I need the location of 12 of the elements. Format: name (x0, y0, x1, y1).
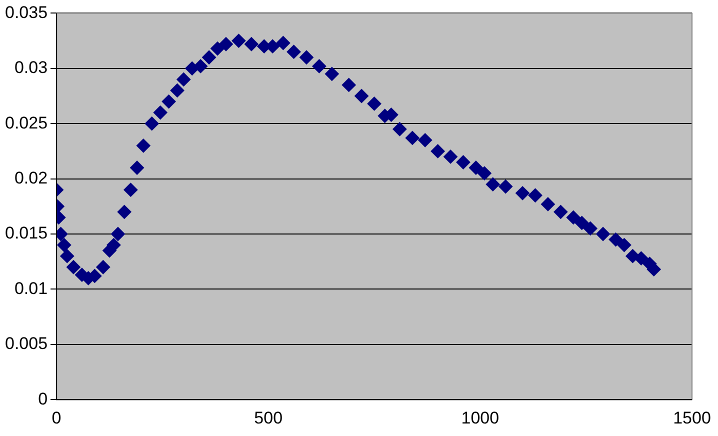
y-tick-label: 0.035 (4, 2, 48, 22)
y-tick-label: 0.03 (14, 58, 48, 78)
x-tick-label: 500 (254, 408, 283, 428)
y-tick-label: 0.005 (4, 334, 48, 354)
y-tick-label: 0.01 (14, 278, 48, 298)
x-tick-label: 0 (52, 408, 62, 428)
y-tick-label: 0.02 (14, 168, 48, 188)
x-tick-label: 1500 (673, 408, 711, 428)
x-tick-label: 1000 (461, 408, 500, 428)
y-tick-label: 0.025 (4, 113, 48, 132)
y-tick-label: 0.015 (4, 224, 48, 243)
y-tick-label: 0 (38, 389, 48, 408)
